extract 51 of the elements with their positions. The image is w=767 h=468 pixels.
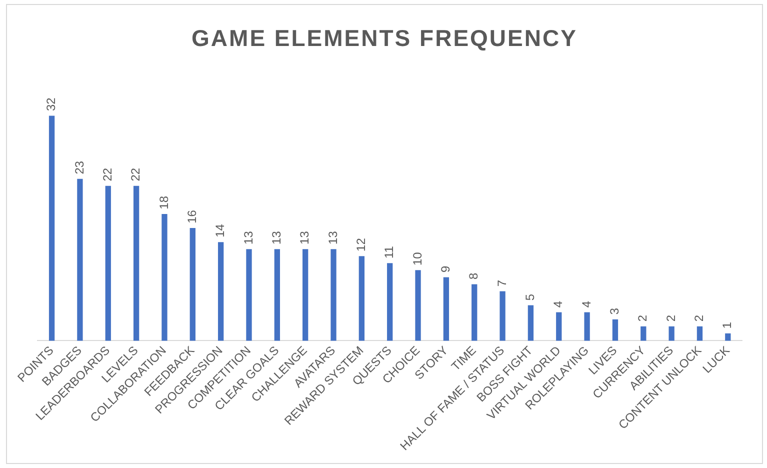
data-label: 16 xyxy=(184,210,199,224)
bar xyxy=(218,242,224,341)
bar xyxy=(528,305,534,341)
bar xyxy=(246,249,252,341)
data-label: 14 xyxy=(213,224,228,238)
data-label: 3 xyxy=(608,308,622,315)
bar xyxy=(190,228,196,341)
bar xyxy=(330,249,336,341)
data-label: 8 xyxy=(466,272,481,280)
bar xyxy=(584,312,590,341)
data-label: 13 xyxy=(326,230,340,244)
bar xyxy=(48,116,55,341)
data-label: 2 xyxy=(692,314,706,322)
bar xyxy=(668,326,674,341)
data-label: 2 xyxy=(664,314,678,322)
data-label: 9 xyxy=(438,266,453,273)
data-label: 11 xyxy=(382,246,396,258)
bar xyxy=(500,291,506,341)
data-label: 23 xyxy=(72,160,86,174)
data-label: 32 xyxy=(44,97,58,112)
bar xyxy=(725,333,731,341)
bar xyxy=(556,312,562,341)
bar xyxy=(133,186,140,341)
bar xyxy=(415,270,421,341)
bar xyxy=(274,249,280,341)
data-label: 1 xyxy=(720,322,734,329)
data-label: 7 xyxy=(494,280,509,287)
data-label: 4 xyxy=(579,300,594,308)
data-label: 13 xyxy=(298,230,312,244)
data-label: 12 xyxy=(354,238,368,252)
bar xyxy=(472,284,478,341)
data-label: 4 xyxy=(551,300,566,308)
chart-title: GAME ELEMENTS FREQUENCY xyxy=(190,25,578,52)
data-label: 22 xyxy=(128,168,143,182)
data-label: 13 xyxy=(269,230,284,244)
bar xyxy=(443,277,450,341)
data-label: 2 xyxy=(636,314,650,322)
data-label: 13 xyxy=(241,230,256,244)
data-label: 5 xyxy=(523,294,538,301)
bar xyxy=(162,214,168,341)
bar xyxy=(358,256,365,341)
bar xyxy=(105,186,111,341)
bar xyxy=(302,249,308,341)
data-label: 10 xyxy=(410,252,424,266)
bar xyxy=(612,319,618,341)
data-label: 22 xyxy=(100,168,114,182)
bar xyxy=(696,326,703,341)
bar xyxy=(387,263,393,341)
data-label: 18 xyxy=(156,196,171,210)
bar xyxy=(640,326,646,341)
bar xyxy=(77,178,83,341)
